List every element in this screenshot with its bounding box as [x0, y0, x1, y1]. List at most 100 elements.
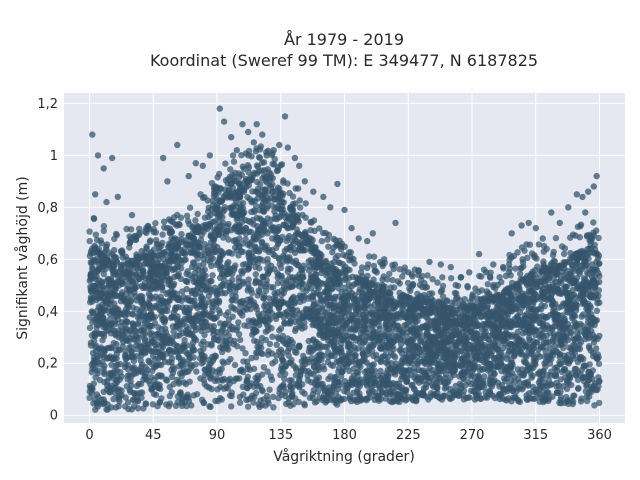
- data-point: [200, 399, 207, 407]
- data-point: [234, 343, 241, 350]
- data-point: [142, 401, 150, 408]
- data-point: [268, 202, 276, 209]
- data-point: [270, 227, 277, 234]
- data-point: [158, 325, 165, 333]
- data-point: [362, 322, 369, 329]
- data-point: [195, 266, 202, 273]
- data-point: [595, 354, 602, 361]
- data-point: [547, 381, 554, 388]
- data-point: [509, 387, 517, 394]
- data-point: [246, 196, 254, 203]
- data-point: [202, 319, 210, 326]
- data-point: [551, 309, 558, 316]
- data-point: [525, 306, 532, 313]
- data-point: [399, 329, 407, 336]
- data-point: [158, 300, 165, 307]
- data-point: [265, 323, 272, 330]
- data-point: [244, 403, 252, 410]
- data-point: [202, 272, 209, 279]
- data-point: [185, 397, 193, 405]
- data-point: [147, 292, 154, 300]
- data-point: [114, 373, 121, 380]
- data-point: [502, 323, 509, 330]
- data-point: [226, 321, 233, 329]
- data-point: [176, 332, 183, 339]
- data-point: [566, 277, 573, 284]
- data-point: [236, 243, 243, 250]
- data-point: [543, 339, 550, 346]
- data-point: [438, 328, 445, 335]
- data-point: [128, 406, 135, 413]
- data-point: [215, 307, 223, 314]
- data-point: [411, 305, 419, 312]
- data-point: [572, 307, 580, 314]
- data-point: [576, 270, 584, 277]
- data-point: [86, 394, 93, 401]
- data-point: [134, 366, 142, 373]
- data-point: [363, 292, 370, 299]
- data-point: [115, 306, 122, 313]
- data-point: [433, 385, 441, 393]
- data-point: [370, 342, 377, 349]
- data-point: [347, 343, 354, 351]
- data-point: [101, 362, 108, 370]
- data-point: [104, 294, 112, 301]
- data-point: [95, 258, 102, 265]
- data-point: [570, 335, 577, 342]
- data-point: [315, 364, 322, 371]
- data-point: [573, 329, 581, 336]
- data-point: [110, 395, 117, 403]
- data-point: [148, 374, 155, 381]
- data-point: [218, 264, 225, 271]
- data-point: [571, 319, 578, 326]
- data-point: [213, 291, 220, 298]
- data-point: [571, 392, 578, 399]
- data-point: [189, 298, 196, 305]
- data-point: [285, 320, 292, 327]
- data-point: [394, 322, 401, 330]
- data-point: [275, 311, 282, 318]
- data-point: [282, 370, 289, 377]
- data-point: [164, 340, 171, 347]
- data-point: [481, 330, 488, 338]
- data-point: [146, 358, 153, 366]
- data-point: [477, 313, 485, 321]
- data-point: [193, 391, 201, 398]
- data-point: [236, 194, 244, 201]
- data-point: [104, 378, 111, 385]
- data-point: [183, 285, 190, 293]
- data-point: [397, 341, 405, 348]
- data-point: [159, 352, 166, 359]
- data-point: [331, 374, 339, 381]
- data-point: [235, 278, 243, 285]
- data-point: [483, 394, 491, 401]
- data-point: [560, 289, 567, 296]
- data-point: [300, 352, 307, 360]
- data-point: [235, 319, 242, 326]
- data-point: [374, 372, 382, 379]
- data-point: [285, 265, 292, 272]
- data-point: [364, 368, 371, 375]
- data-point: [593, 345, 600, 352]
- data-point: [595, 374, 602, 381]
- data-point: [387, 349, 394, 357]
- data-point: [87, 270, 95, 277]
- data-point: [287, 303, 295, 310]
- data-point: [86, 324, 94, 332]
- data-point: [556, 354, 563, 361]
- data-point: [209, 218, 217, 226]
- data-point: [178, 402, 186, 409]
- data-point: [172, 304, 179, 311]
- data-point: [389, 339, 396, 346]
- data-point: [229, 313, 236, 320]
- data-point: [417, 305, 424, 312]
- data-point: [117, 293, 125, 300]
- data-point: [419, 312, 426, 319]
- data-point: [422, 322, 429, 329]
- data-point: [557, 361, 564, 368]
- data-point: [596, 272, 603, 280]
- data-point: [577, 398, 585, 405]
- data-point: [305, 295, 312, 302]
- data-point: [93, 400, 101, 408]
- data-point: [454, 339, 461, 346]
